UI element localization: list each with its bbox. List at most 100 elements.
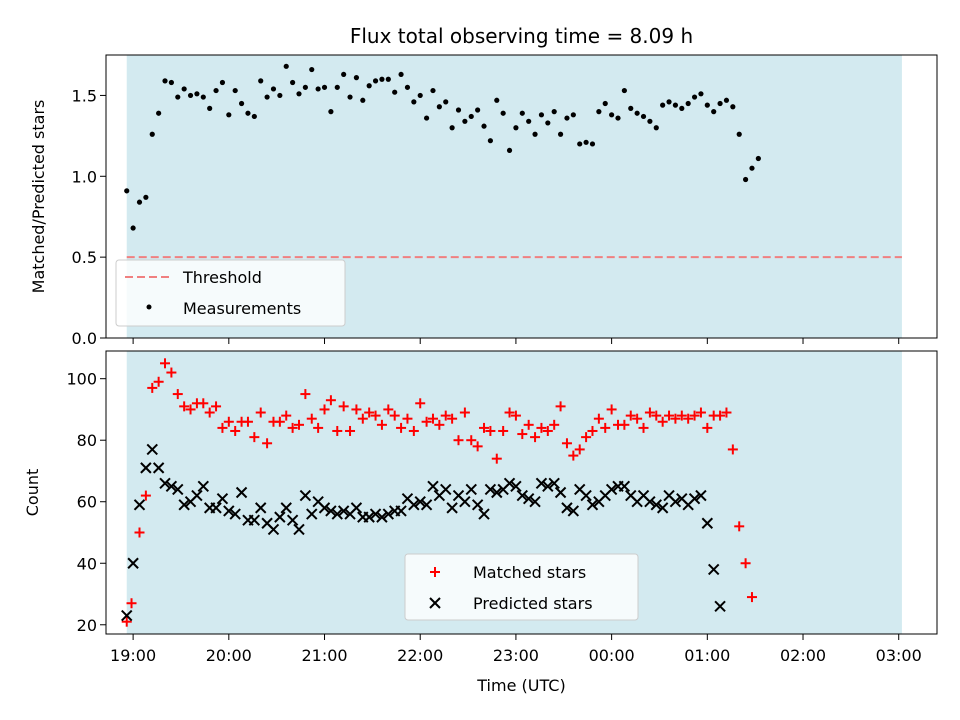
measurement-point <box>583 139 589 145</box>
measurement-point <box>755 155 761 162</box>
matched-star-point <box>472 441 483 452</box>
measurement-point <box>685 100 691 107</box>
predicted-star-point <box>165 480 178 493</box>
measurement-point <box>647 118 653 124</box>
matched-star-point <box>721 407 732 418</box>
predicted-star-point <box>382 508 395 520</box>
top-axes-frame <box>105 54 938 339</box>
matched-star-point <box>434 419 445 430</box>
predicted-star-point <box>714 600 726 613</box>
measurement-point <box>672 102 679 108</box>
matched-star-point <box>262 438 273 449</box>
predicted-star-point <box>535 477 548 489</box>
matched-star-point <box>657 416 668 427</box>
measurement-point <box>749 165 755 171</box>
predicted-star-point <box>695 489 707 502</box>
matched-star-point <box>638 422 649 433</box>
x-tick-label: 00:00 <box>589 646 635 665</box>
bottom-x-ticks: 19:00 20:00 21:00 22:00 23:00 00:00 01:00 02:00… <box>110 634 922 665</box>
measurement-point <box>730 104 736 110</box>
measurement-point <box>717 100 723 107</box>
predicted-star-point <box>306 508 318 520</box>
top-y-tick-label: 0.5 <box>72 248 97 267</box>
matched-star-point <box>555 401 566 412</box>
measurement-point <box>443 99 449 105</box>
matched-star-point <box>211 401 222 412</box>
x-tick-label: 19:00 <box>110 646 156 665</box>
x-tick-label: 20:00 <box>206 646 252 665</box>
measurement-point <box>462 118 468 124</box>
matched-star-point <box>453 435 464 446</box>
measurement-point <box>315 86 321 92</box>
matched-star-point <box>370 410 381 421</box>
bottom-y-tick-label: 100 <box>66 370 97 389</box>
measurement-point <box>551 109 557 115</box>
measurement-point <box>455 107 462 113</box>
measurement-point <box>302 84 308 90</box>
matched-star-point <box>396 422 407 433</box>
measurement-point <box>360 97 366 103</box>
matched-star-point <box>549 419 560 430</box>
measurement-point <box>628 105 634 111</box>
matched-star-point <box>408 425 419 436</box>
predicted-star-point <box>580 489 592 502</box>
matched-star-point <box>459 407 470 418</box>
predicted-star-point <box>331 508 343 520</box>
top-x-ticks <box>132 338 900 344</box>
measurement-point <box>194 91 200 97</box>
top-y-tick-label: 0.0 <box>72 329 97 348</box>
measurement-point <box>321 84 328 90</box>
matched-star-point <box>345 425 356 436</box>
matched-star-point <box>523 419 534 430</box>
predicted-star-point <box>656 502 669 514</box>
measurement-point <box>353 75 360 81</box>
measurement-point <box>411 99 417 105</box>
bottom-y-tick-label: 60 <box>77 493 97 512</box>
measurement-point <box>621 87 627 94</box>
measurement-point <box>366 83 372 89</box>
measurement-point <box>545 120 551 126</box>
measurement-point <box>156 110 162 116</box>
matched-star-point <box>734 521 745 532</box>
matched-star-point <box>383 404 394 415</box>
matched-star-point <box>376 419 387 430</box>
matched-star-point <box>683 413 694 424</box>
predicted-star-point <box>376 511 388 523</box>
predicted-star-point <box>554 486 567 499</box>
measurement-point <box>404 84 411 90</box>
matched-star-point <box>664 410 675 421</box>
legend-predicted-swatch <box>429 597 441 609</box>
matched-star-point <box>293 419 304 430</box>
top-legend: Threshold Measurements <box>115 259 346 327</box>
measurement-point <box>487 138 493 144</box>
measurement-point <box>270 86 277 92</box>
matched-star-point <box>670 413 681 424</box>
measurement-point <box>149 131 155 137</box>
predicted-star-point <box>121 609 133 622</box>
predicted-star-point <box>440 483 452 496</box>
bottom-y-tick-label: 80 <box>77 431 97 450</box>
top-legend-box <box>115 259 346 327</box>
predicted-star-point <box>369 508 382 520</box>
measurement-point <box>589 141 596 147</box>
measurement-point <box>519 110 525 116</box>
bottom-y-tick-label: 20 <box>77 616 97 635</box>
measurement-point <box>532 131 538 137</box>
legend-cross-marker <box>429 597 441 609</box>
top-y-tick-label: 1.0 <box>72 167 97 186</box>
matched-star-point <box>740 558 751 569</box>
measurement-point <box>609 112 615 118</box>
matched-star-point <box>561 438 572 449</box>
measurement-point <box>232 87 238 94</box>
matched-star-point <box>287 422 298 433</box>
legend-plus-marker <box>430 567 440 577</box>
measurement-point <box>481 123 487 129</box>
matched-star-point <box>126 598 137 609</box>
top-y-axis-label: Matched/Predicted stars <box>29 100 48 294</box>
measurement-point <box>200 94 206 100</box>
legend-matched-label: Matched stars <box>473 563 586 582</box>
matched-star-point <box>332 425 343 436</box>
measurement-point <box>392 89 398 95</box>
measurement-point <box>475 107 481 113</box>
